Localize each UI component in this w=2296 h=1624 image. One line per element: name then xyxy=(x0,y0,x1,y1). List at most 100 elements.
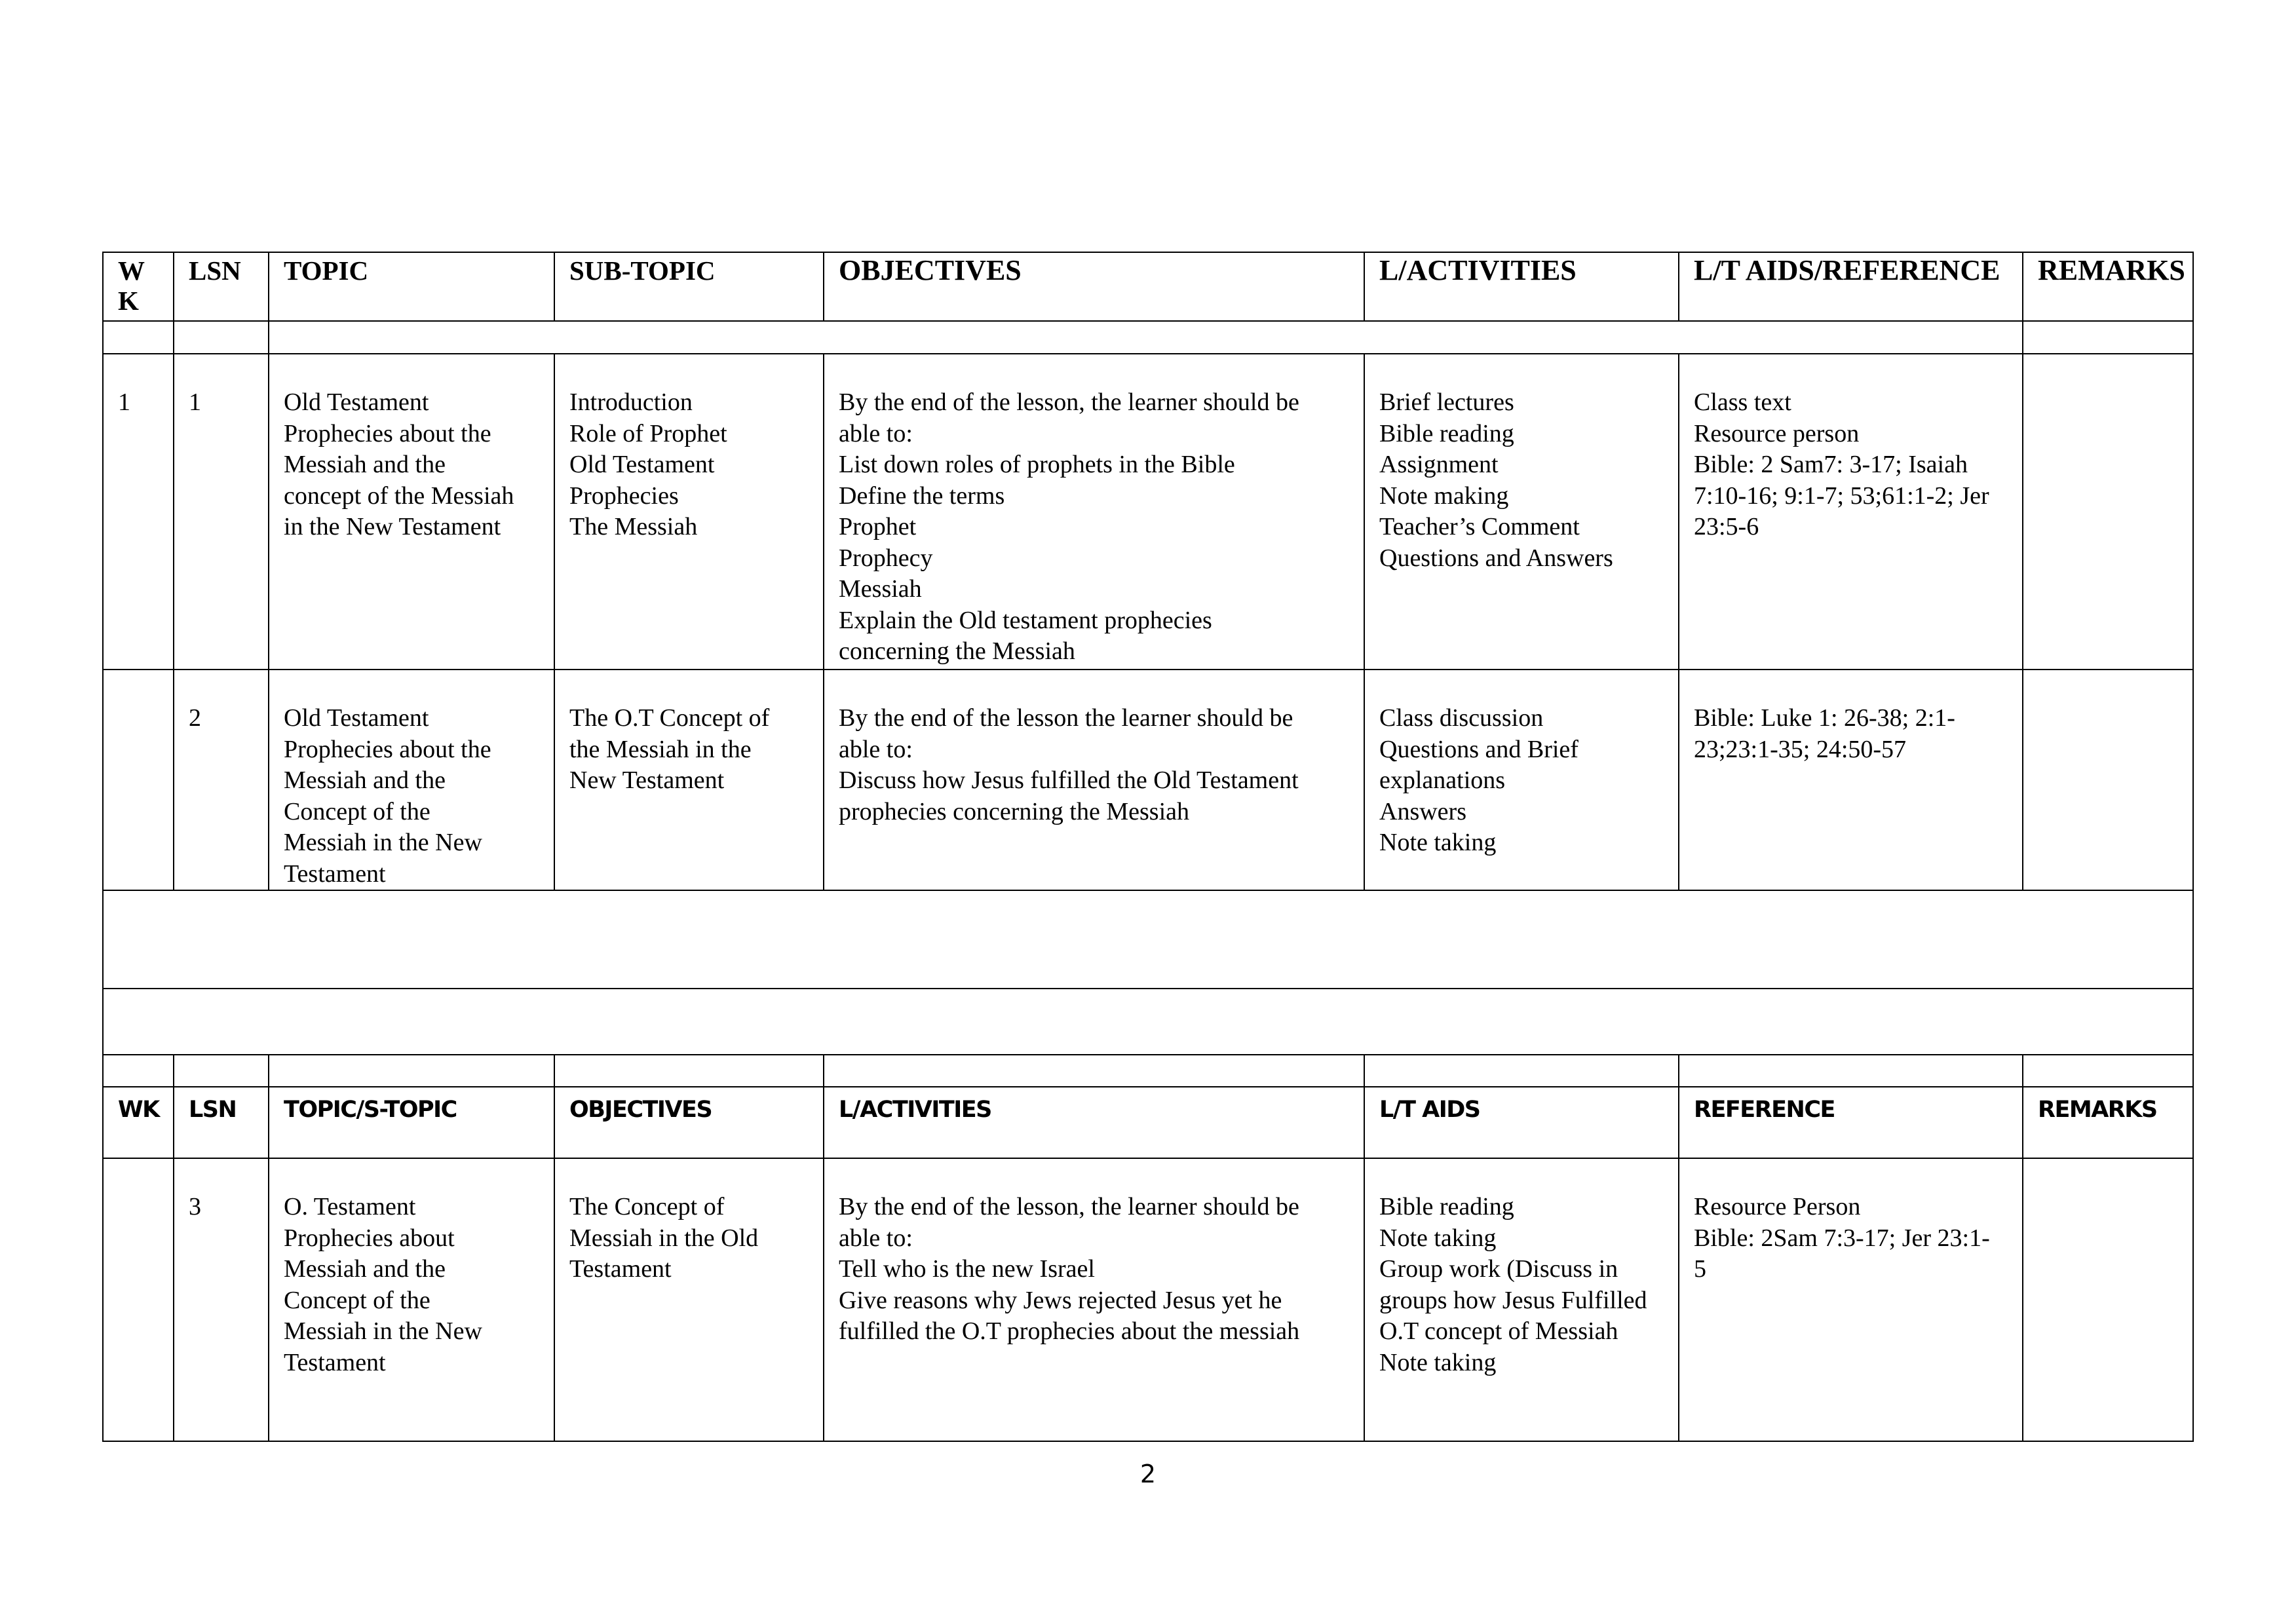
aids-line: Bible: 2Sam 7:3-17; Jer 23:1- xyxy=(1694,1224,1990,1252)
cell-lsn: 3 xyxy=(173,1158,269,1442)
empty-cell xyxy=(1364,1054,1679,1087)
objectives-line: able to: xyxy=(839,419,913,447)
cell-wk xyxy=(102,1158,174,1442)
topic-line: Messiah in the New xyxy=(284,829,482,856)
empty-row xyxy=(102,890,2194,989)
empty-cell xyxy=(2022,320,2194,354)
cell-activities: Class discussion Questions and Brief expla… xyxy=(1364,669,1679,891)
objectives-line: Messiah xyxy=(839,575,922,603)
objectives-line: Prophecy xyxy=(839,544,933,572)
cell-objectives: By the end of the lesson the learner sho… xyxy=(823,669,1365,891)
cell-topic: Old Testament Prophecies about the Messiah… xyxy=(268,669,555,891)
activities-line: Note taking xyxy=(1379,1224,1497,1252)
header-cell: LSN xyxy=(173,252,269,322)
header-row: WK LSN TOPIC/S-TOPIC OBJECTIVES L/ACTIVITIES… xyxy=(102,1086,2194,1159)
objectives-line: By the end of the lesson the learner sho… xyxy=(839,704,1293,732)
cell-activities: Brief lectures Bible reading Assignment Not… xyxy=(1364,353,1679,670)
cell-objectives: By the end of the lesson, the learner sh… xyxy=(823,353,1365,670)
topic-line: Messiah and the xyxy=(284,1255,446,1283)
header-cell: L/T AIDS xyxy=(1364,1086,1679,1159)
cell-wk xyxy=(102,669,174,891)
activities-line: Brief lectures xyxy=(1379,388,1514,416)
activities-line: Class discussion xyxy=(1379,704,1544,732)
header-cell: LSN xyxy=(173,1086,269,1159)
empty-cell xyxy=(1678,1054,2023,1087)
activities-line: Note taking xyxy=(1379,829,1497,856)
subtopic-line: New Testament xyxy=(569,766,725,794)
cell-activities: Bible reading Note taking Group work (Disc… xyxy=(1364,1158,1679,1442)
header-cell: REMARKS xyxy=(2022,252,2194,322)
activities-line: Bible reading xyxy=(1379,1193,1514,1220)
topic-line: concept of the Messiah xyxy=(284,482,514,510)
header-cell: L/ACTIVITIES xyxy=(823,1086,1365,1159)
activities-line: Questions and Answers xyxy=(1379,544,1613,572)
cell-topic: Old Testament Prophecies about the Messiah… xyxy=(268,353,555,670)
header-cell: OBJECTIVES xyxy=(823,252,1365,322)
topic-line: Testament xyxy=(284,1348,386,1376)
empty-cell xyxy=(173,320,269,354)
empty-cell xyxy=(554,1054,824,1087)
objectives-line: able to: xyxy=(839,735,913,763)
cell-remarks xyxy=(2022,353,2194,670)
topic-line: O. Testament xyxy=(284,1193,416,1220)
aids-line: 23:5-6 xyxy=(1694,513,1759,540)
topic-line: Concept of the xyxy=(284,1286,430,1314)
topic-line: Prophecies about xyxy=(284,1224,455,1252)
activities-line: Note making xyxy=(1379,482,1509,510)
header-text: W xyxy=(118,255,145,286)
subtopic-line: Messiah in the Old xyxy=(569,1224,759,1252)
scheme-of-work-table: WKW KLSNTOPICSUB-TOPICOBJECTIVESL/ACTIVI… xyxy=(102,252,2194,1442)
cell-subtopic: The Concept of Messiah in the Old Testamen… xyxy=(554,1158,824,1442)
objectives-line: By the end of the lesson, the learner sh… xyxy=(839,388,1299,416)
empty-cell xyxy=(102,988,2194,1055)
aids-line: 23;23:1-35; 24:50-57 xyxy=(1694,735,1907,763)
header-cell: WKW K xyxy=(102,252,174,322)
objectives-line: Prophet xyxy=(839,513,917,540)
objectives-line: Discuss how Jesus fulfilled the Old Test… xyxy=(839,766,1299,794)
objectives-line: Define the terms xyxy=(839,482,1005,510)
topic-line: Prophecies about the xyxy=(284,419,491,447)
topic-line: Messiah in the New xyxy=(284,1317,482,1345)
activities-line: groups how Jesus Fulfilled xyxy=(1379,1286,1647,1314)
subtopic-line: Old Testament xyxy=(569,451,715,478)
cell-objectives: By the end of the lesson, the learner sh… xyxy=(823,1158,1365,1442)
aids-line: Resource person xyxy=(1694,419,1860,447)
cell-subtopic: Introduction Role of Prophet Old Testament… xyxy=(554,353,824,670)
activities-line: Group work (Discuss in xyxy=(1379,1255,1618,1283)
header-cell: OBJECTIVES xyxy=(554,1086,824,1159)
objectives-line: By the end of the lesson, the learner sh… xyxy=(839,1193,1299,1220)
topic-line: Testament xyxy=(284,859,386,888)
empty-row xyxy=(102,1054,2194,1087)
cell-lsn: 2 xyxy=(173,669,269,891)
cell-lsn: 1 xyxy=(173,353,269,670)
aids-line: 5 xyxy=(1694,1255,1706,1283)
empty-row xyxy=(102,988,2194,1055)
topic-line: in the New Testament xyxy=(284,513,501,540)
cell-aids: Class text Resource person Bible: 2 Sam7: … xyxy=(1678,353,2023,670)
header-cell: L/ACTIVITIES xyxy=(1364,252,1679,322)
header-cell: REMARKS xyxy=(2022,1086,2194,1159)
aids-line: Bible: Luke 1: 26-38; 2:1- xyxy=(1694,704,1955,732)
cell-wk: 1 xyxy=(102,353,174,670)
objectives-line: able to: xyxy=(839,1224,913,1252)
topic-line: Messiah and the xyxy=(284,766,446,794)
activities-line: Questions and Brief xyxy=(1379,735,1578,763)
cell-remarks xyxy=(2022,1158,2194,1442)
header-cell: SUB-TOPIC xyxy=(554,252,824,322)
topic-line: Old Testament xyxy=(284,704,429,732)
empty-cell xyxy=(268,1054,555,1087)
table-row: 3 O. Testament Prophecies about Messiah and… xyxy=(102,1158,2194,1442)
cell-subtopic: The O.T Concept of the Messiah in the New … xyxy=(554,669,824,891)
topic-line: Messiah and the xyxy=(284,451,446,478)
subtopic-line: The Concept of xyxy=(569,1193,725,1220)
cell-topic: O. Testament Prophecies about Messiah and … xyxy=(268,1158,555,1442)
header-text: K xyxy=(118,286,139,316)
activities-line: explanations xyxy=(1379,766,1506,794)
cell-aids: Resource Person Bible: 2Sam 7:3-17; Jer 2… xyxy=(1678,1158,2023,1442)
empty-cell xyxy=(102,1054,174,1087)
subtopic-line: the Messiah in the xyxy=(569,735,752,763)
empty-cell xyxy=(102,890,2194,989)
objectives-line: concerning the Messiah xyxy=(839,637,1075,665)
page-number: 2 xyxy=(1139,1460,1157,1488)
objectives-line: prophecies concerning the Messiah xyxy=(839,797,1189,825)
